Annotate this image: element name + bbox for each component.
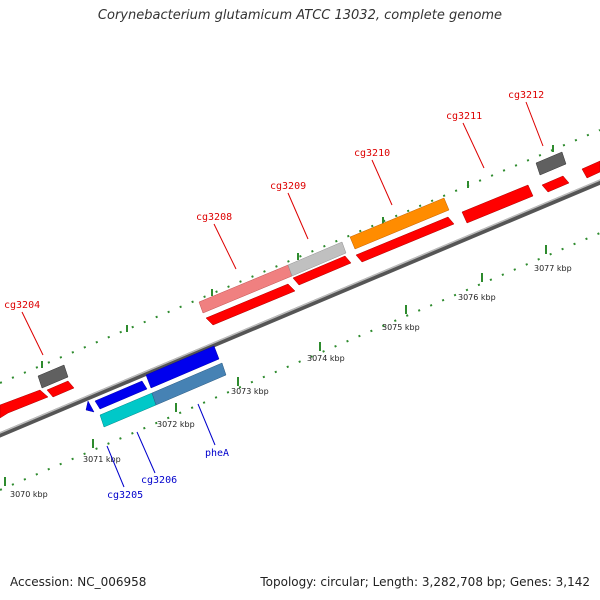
scale-labels: 3070 kbp 3071 kbp 3072 kbp 3073 kbp 3074…	[10, 264, 572, 499]
gene-arrow[interactable]	[85, 400, 95, 413]
gene-label[interactable]: cg3210	[354, 148, 390, 159]
genome-summary-text: Topology: circular; Length: 3,282,708 bp…	[260, 575, 590, 589]
scale-label: 3076 kbp	[458, 293, 496, 302]
gene-box[interactable]	[37, 364, 69, 389]
gene-label[interactable]: cg3212	[508, 90, 544, 101]
scale-label: 3071 kbp	[83, 455, 121, 464]
label-leaders	[21, 101, 544, 488]
gene-label[interactable]: pheA	[205, 448, 229, 459]
gene-label[interactable]: cg3206	[141, 475, 177, 486]
gene-box[interactable]	[287, 241, 347, 277]
scale-label: 3077 kbp	[534, 264, 572, 273]
genome-backbone	[0, 179, 600, 438]
gene-label[interactable]: cg3208	[196, 212, 232, 223]
gene-arrow[interactable]	[145, 345, 220, 389]
gene-arrow[interactable]	[94, 380, 148, 410]
accession-text: Accession: NC_006958	[10, 575, 147, 589]
gene-labels: cg3204 cg3208 cg3209 cg3210 cg3211 cg321…	[4, 90, 544, 501]
gene-label[interactable]: cg3204	[4, 300, 40, 311]
gene-arrow[interactable]	[461, 184, 534, 224]
reverse-strand-features	[85, 345, 227, 428]
lower-tick-track	[0, 232, 600, 491]
gene-arrow[interactable]	[581, 160, 600, 179]
gene-arrow[interactable]	[292, 255, 352, 286]
gene-box[interactable]	[349, 197, 450, 250]
scale-label: 3072 kbp	[157, 420, 195, 429]
scale-label: 3073 kbp	[231, 387, 269, 396]
gene-arrow[interactable]	[46, 380, 75, 398]
gene-label[interactable]: cg3211	[446, 111, 482, 122]
scale-label: 3070 kbp	[10, 490, 48, 499]
gene-box[interactable]	[151, 362, 227, 406]
gene-arrow[interactable]	[0, 389, 49, 419]
forward-strand-features	[0, 151, 600, 419]
gene-arrow[interactable]	[205, 283, 296, 326]
scale-label: 3075 kbp	[382, 323, 420, 332]
gene-box[interactable]	[535, 151, 567, 176]
upper-tick-track	[0, 129, 600, 384]
gene-label[interactable]: cg3209	[270, 181, 306, 192]
gene-arrow[interactable]	[355, 216, 455, 263]
gene-arrow[interactable]	[541, 175, 570, 193]
map-title: Corynebacterium glutamicum ATCC 13032, c…	[97, 8, 503, 23]
scale-label: 3074 kbp	[307, 354, 345, 363]
gene-label[interactable]: cg3205	[107, 490, 143, 501]
